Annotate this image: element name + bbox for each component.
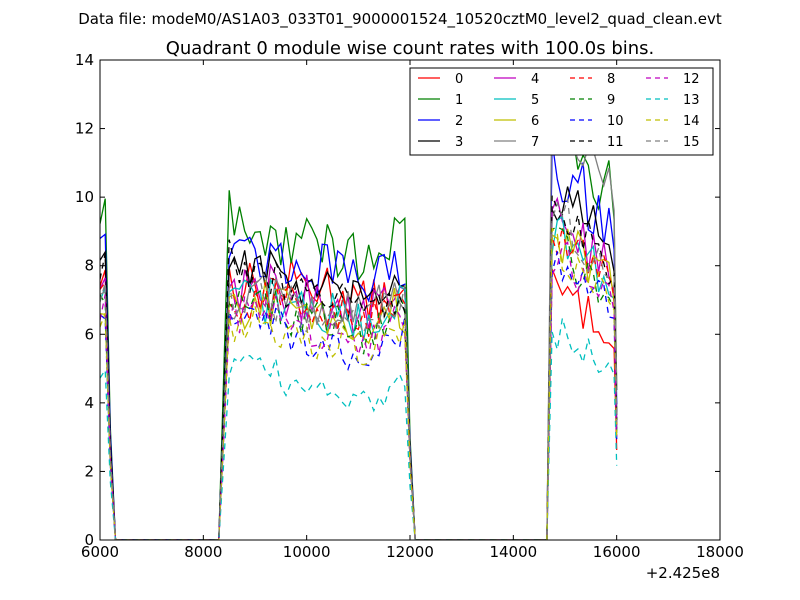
series-line-5 bbox=[100, 215, 618, 540]
ticks-layer: 6000 8000 10000 12000 14000 16000 180000246810… bbox=[75, 51, 744, 561]
legend-label-7: 7 bbox=[531, 135, 539, 150]
x-tick-label: 16000 bbox=[593, 543, 641, 561]
legend-label-0: 0 bbox=[455, 72, 463, 87]
chart-suptitle: Data file: modeM0/AS1A03_033T01_90000015… bbox=[78, 10, 722, 29]
x-tick-label: 6000 bbox=[81, 543, 119, 561]
x-tick-label: 12000 bbox=[386, 543, 434, 561]
series-line-9 bbox=[100, 226, 618, 540]
y-tick-label: 4 bbox=[84, 394, 94, 412]
legend-frame bbox=[409, 67, 714, 156]
x-offset-label: +2.425e8 bbox=[646, 564, 720, 582]
legend-label-11: 11 bbox=[607, 135, 624, 150]
x-tick-label: 8000 bbox=[184, 543, 222, 561]
legend-label-4: 4 bbox=[531, 72, 539, 87]
y-tick-label: 0 bbox=[84, 531, 94, 549]
y-tick-label: 10 bbox=[75, 188, 94, 206]
legend-label-5: 5 bbox=[531, 93, 539, 108]
legend-label-14: 14 bbox=[683, 114, 700, 129]
chart-title: Quadrant 0 module wise count rates with … bbox=[166, 38, 655, 59]
series-line-12 bbox=[100, 241, 618, 540]
legend-label-12: 12 bbox=[683, 72, 700, 87]
legend-label-8: 8 bbox=[607, 72, 615, 87]
y-tick-label: 12 bbox=[75, 120, 94, 138]
series-line-3 bbox=[100, 186, 618, 540]
x-tick-label: 14000 bbox=[489, 543, 537, 561]
series-line-1 bbox=[100, 108, 618, 540]
series-line-10 bbox=[100, 251, 618, 540]
series-line-2 bbox=[100, 141, 618, 540]
y-tick-label: 6 bbox=[84, 325, 94, 343]
legend-label-13: 13 bbox=[683, 93, 700, 108]
series-line-0 bbox=[100, 259, 618, 540]
y-tick-label: 2 bbox=[84, 462, 94, 480]
series-line-11 bbox=[100, 195, 618, 540]
series-line-4 bbox=[100, 196, 618, 540]
series-line-13 bbox=[100, 318, 618, 540]
y-tick-label: 14 bbox=[75, 51, 94, 69]
series-line-15 bbox=[100, 198, 618, 540]
y-tick-label: 8 bbox=[84, 257, 94, 275]
legend-label-6: 6 bbox=[531, 114, 539, 129]
legend-label-2: 2 bbox=[455, 114, 463, 129]
legend-label-1: 1 bbox=[455, 93, 463, 108]
legend-label-3: 3 bbox=[455, 135, 463, 150]
x-tick-label: 18000 bbox=[696, 543, 744, 561]
legend-label-10: 10 bbox=[607, 114, 624, 129]
legend-label-15: 15 bbox=[683, 135, 700, 150]
series-line-14 bbox=[100, 227, 618, 540]
legend-label-9: 9 bbox=[607, 93, 615, 108]
x-tick-label: 10000 bbox=[283, 543, 331, 561]
series-line-8 bbox=[100, 226, 618, 540]
series-layer bbox=[100, 84, 618, 540]
